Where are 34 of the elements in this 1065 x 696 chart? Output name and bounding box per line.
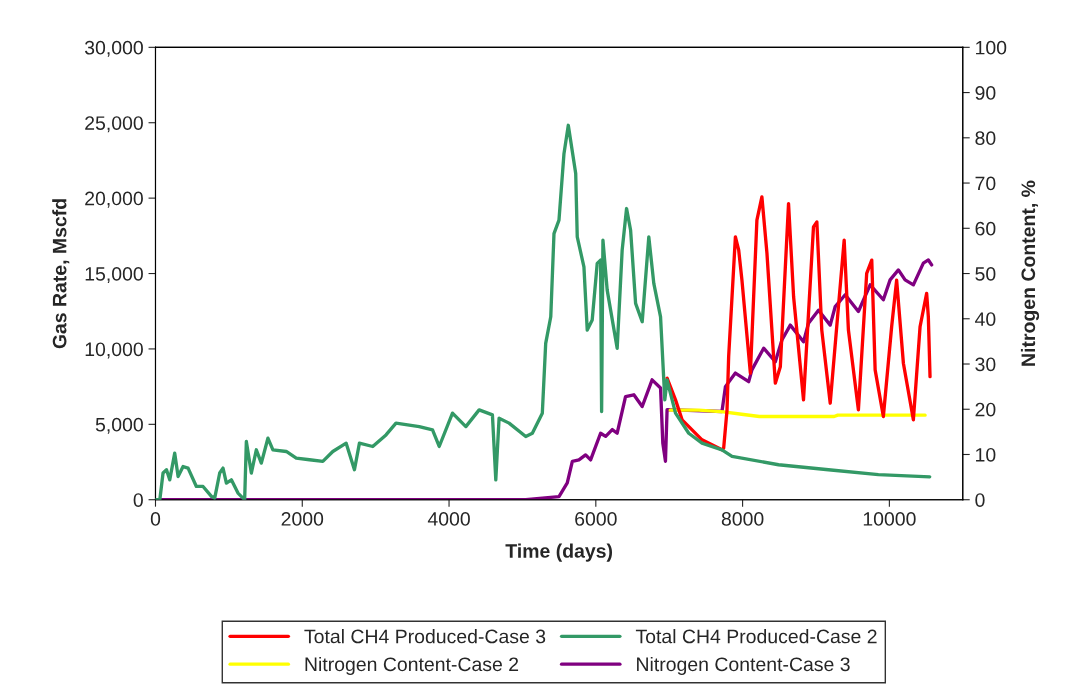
y-tick-label: 20,000 bbox=[85, 191, 143, 208]
y-axis-title: Gas Rate, Mscfd bbox=[52, 199, 70, 349]
y2-tick-label: 50 bbox=[975, 267, 996, 281]
legend-label: Nitrogen Content-Case 2 bbox=[305, 656, 519, 676]
y-tick-label: 15,000 bbox=[85, 267, 143, 284]
y2-tick-label: 20 bbox=[975, 402, 996, 417]
legend-label: Total CH4 Produced-Case 2 bbox=[635, 629, 877, 644]
y2-tick-label: 0 bbox=[975, 493, 985, 507]
line-series bbox=[668, 408, 927, 419]
x-tick-label: 6000 bbox=[575, 512, 617, 526]
x-tick-label: 4000 bbox=[427, 512, 470, 526]
y-tick-label: 25,000 bbox=[85, 116, 143, 133]
x-tick-label: 0 bbox=[150, 512, 161, 526]
legend-label: Total CH4 Produced-Case 3 bbox=[304, 629, 546, 644]
y2-tick-label: 90 bbox=[975, 86, 996, 100]
y-tick-label: 0 bbox=[133, 493, 143, 507]
y2-axis-title: Nitrogen Content, % bbox=[1020, 180, 1040, 366]
y2-tick-label: 70 bbox=[975, 176, 996, 191]
y2-tick-label: 30 bbox=[975, 357, 996, 372]
x-tick-label: 8000 bbox=[721, 512, 764, 526]
y2-tick-label: 40 bbox=[975, 312, 996, 326]
y-tick-label: 30,000 bbox=[84, 40, 143, 57]
x-axis-title: Time (days) bbox=[505, 543, 613, 562]
x-tick-label: 10000 bbox=[863, 512, 916, 526]
x-tick-label: 2000 bbox=[281, 512, 324, 526]
y2-tick-label: 10 bbox=[976, 447, 996, 462]
y-tick-label: 10,000 bbox=[85, 342, 143, 359]
y2-tick-label: 100 bbox=[976, 40, 1007, 55]
y2-tick-label: 80 bbox=[975, 131, 996, 146]
line-series bbox=[155, 123, 932, 500]
y2-tick-label: 60 bbox=[975, 221, 996, 236]
y-tick-label: 5,000 bbox=[95, 417, 143, 434]
line-series bbox=[665, 195, 932, 452]
legend-label: Nitrogen Content-Case 3 bbox=[637, 656, 850, 676]
